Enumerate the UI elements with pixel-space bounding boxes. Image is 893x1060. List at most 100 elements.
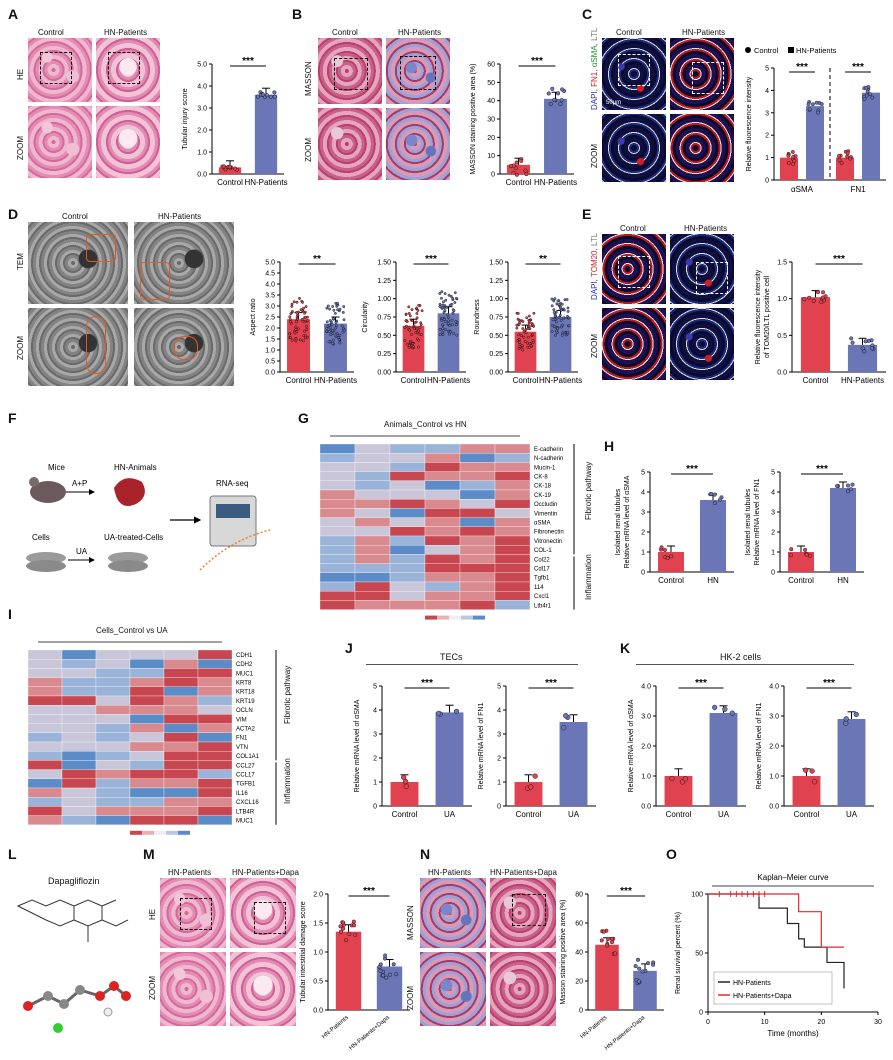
f-schematic: Mice A+P HN-Animals Cells UA UA-treated-… (26, 463, 271, 572)
y-axis-label: Renal survival percent (%) (675, 912, 682, 994)
x-tick-label: Control (286, 376, 312, 385)
y-tick-label: 4.0 (641, 684, 651, 691)
y-tick-label: 60 (575, 921, 583, 928)
dna-sequence-icon (199, 529, 271, 571)
data-point (718, 497, 723, 502)
c-col-hn: HN-Patients (682, 28, 726, 37)
data-point (811, 779, 818, 785)
y-axis-label-line2: of TOM20/LTL positive cell (764, 275, 771, 358)
y-tick-label: 4 (497, 708, 501, 715)
data-point (518, 338, 521, 342)
data-point (325, 320, 329, 324)
b-zoom-control-image (318, 108, 382, 180)
heatmap-cell (494, 471, 531, 481)
y-tick-label: 1.0 (197, 150, 207, 157)
gene-label: CK-19 (534, 493, 552, 499)
i-title: Cells_Control vs UA (96, 626, 168, 635)
data-point (289, 320, 293, 324)
heatmap-cell (354, 563, 391, 573)
data-point (450, 323, 454, 327)
f-cells-label: Cells (32, 533, 50, 542)
data-point (295, 300, 299, 304)
heatmap-cell (129, 705, 165, 715)
data-point (329, 326, 332, 330)
data-point (637, 966, 642, 971)
data-point (558, 306, 562, 310)
data-point (560, 87, 565, 92)
data-point (347, 931, 352, 936)
data-point (662, 547, 667, 552)
gene-label: TGFB1 (236, 782, 256, 788)
y-tick-label: 0 (765, 178, 769, 185)
data-point (294, 320, 298, 324)
x-tick-label: Control (658, 576, 684, 585)
chart-h2: 0 1 2 3 4 5 Control HN *** Isolated renal tubules… (745, 464, 864, 585)
data-point (290, 302, 294, 306)
i-heatmap: CDH1 CDH2 MUC1 KRT8 KRT18 KRT19 OCLN VIM ACTA2 FN… (27, 641, 277, 835)
legend-marker-hn (788, 47, 794, 53)
data-point (786, 161, 791, 165)
gene-label: Cdl17 (534, 567, 550, 573)
color-scale-block (449, 615, 461, 620)
gene-label: Col22 (534, 557, 550, 563)
data-point (853, 711, 859, 718)
data-point (295, 311, 298, 314)
data-point (289, 336, 292, 339)
data-point (843, 720, 849, 726)
y-tick-label: 0.75 (489, 315, 503, 322)
panel-label-o: O (666, 846, 677, 862)
y-axis-label: MASSON staining positive area (%) (470, 64, 477, 175)
data-point (304, 305, 308, 308)
x-tick-label: Control (788, 576, 814, 585)
heatmap-cell (494, 517, 531, 527)
data-point (524, 172, 529, 177)
heatmap-cell (61, 806, 97, 816)
e-zoom-control-image (602, 308, 666, 380)
data-point (416, 309, 420, 312)
data-point (802, 297, 807, 302)
e-zoom-hn-image (670, 308, 734, 380)
heatmap-cell (424, 545, 461, 555)
heatmap-cell (61, 797, 97, 807)
heatmap-cell (354, 600, 391, 610)
b-row-zoom: ZOOM (304, 138, 313, 162)
heatmap-cell (459, 480, 496, 491)
data-point (845, 154, 850, 159)
gene-label: N-cadherin (534, 456, 563, 462)
data-point (560, 302, 564, 306)
data-point (804, 552, 809, 557)
data-point (415, 312, 419, 315)
data-point (384, 975, 389, 980)
data-point (306, 319, 309, 323)
y-tick-label: 0.5 (265, 359, 275, 366)
data-point (517, 322, 521, 326)
data-point (336, 308, 339, 312)
significance-label: *** (531, 56, 543, 67)
y-tick-label: 3 (765, 110, 769, 117)
data-point (299, 308, 303, 312)
y-tick-label: 30 (487, 117, 495, 124)
y-tick-label: 3 (641, 510, 645, 517)
data-point (640, 969, 645, 974)
y-tick-label: 0 (771, 570, 775, 577)
c-stain-control-image (602, 38, 666, 110)
data-point (722, 706, 728, 712)
data-point (441, 323, 445, 327)
data-point (454, 296, 458, 300)
heatmap-cell (163, 677, 199, 687)
data-point (558, 313, 562, 317)
heatmap-cell (27, 741, 63, 752)
data-point (272, 90, 277, 95)
x-tick-label: Control (506, 178, 532, 187)
chart-j2: 0 1 2 3 4 5 Control UA *** Relative mRNA level of… (478, 678, 596, 819)
legend-box (713, 971, 833, 1005)
f-rnaseq-label: RNA-seq (216, 479, 248, 488)
data-point (814, 100, 819, 105)
x-tick-label: HN-Patients (321, 1015, 350, 1040)
data-point (669, 775, 675, 782)
heatmap-cell (129, 787, 165, 798)
data-point (550, 86, 555, 91)
y-tick-label: 10 (487, 153, 495, 160)
heatmap-cell (163, 649, 199, 660)
a-col-hn: HN-Patients (104, 28, 148, 37)
